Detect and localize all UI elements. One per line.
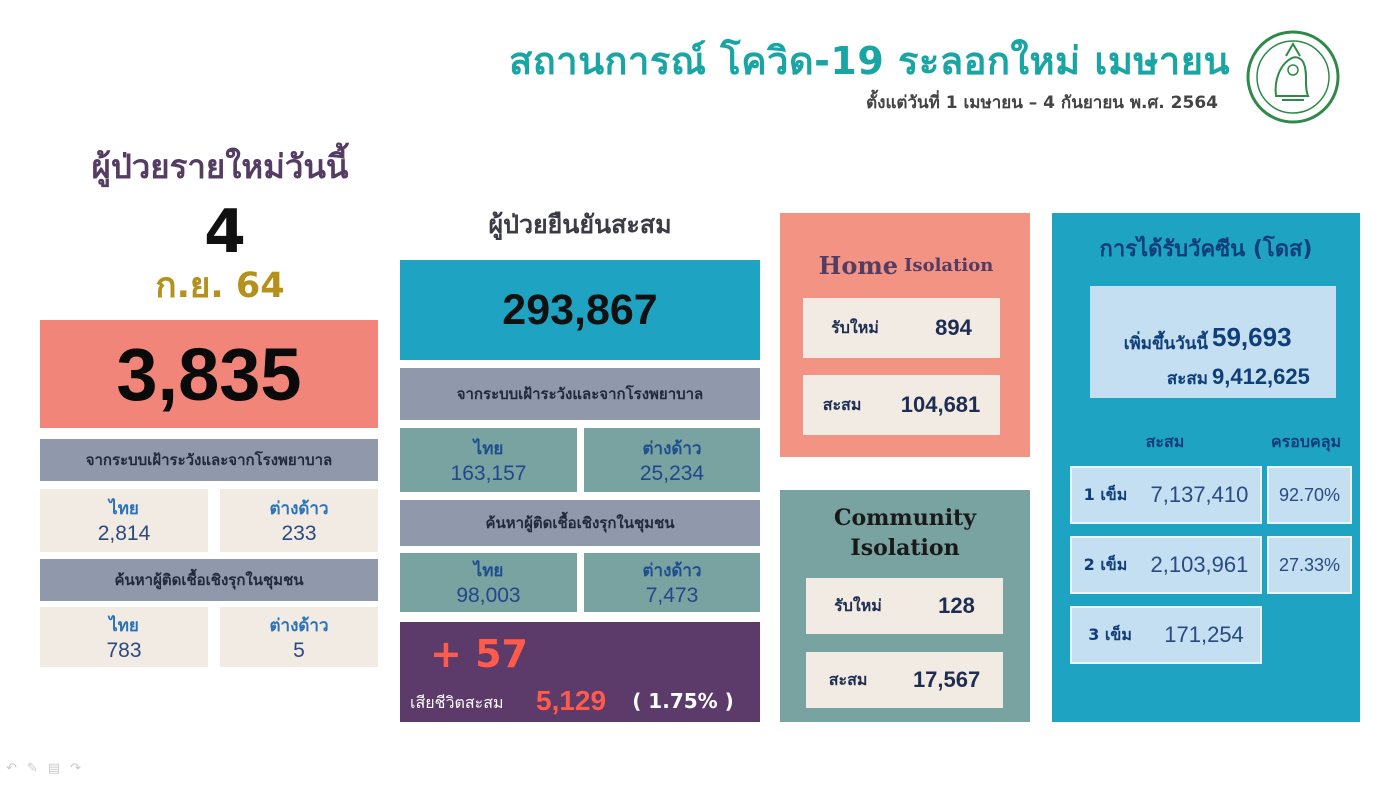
today-surveillance-label: จากระบบเฝ้าระวังและจากโรงพยาบาล [40,439,378,481]
deaths-panel [400,622,760,722]
foreign-value: 25,234 [639,461,705,485]
dose-1-coverage: 92.70% [1267,466,1352,524]
dose-2-row: 2 เข็ม 2,103,961 [1070,536,1262,594]
bangkok-emblem-icon [1246,30,1340,124]
community-new-label: รับใหม่ [834,595,882,615]
thai-value: 2,814 [97,522,151,545]
community-total-box: สะสม 17,567 [806,652,1003,708]
home-total-box: สะสม 104,681 [803,375,1000,435]
vaccination-title: การได้รับวัคซีน (โดส) [1099,236,1313,262]
slide-back-icon[interactable]: ↶ [6,760,17,776]
foreign-label: ต่างด้าว [269,499,329,519]
thai-value: 98,003 [456,584,521,607]
slide-forward-icon[interactable]: ↷ [70,760,82,776]
community-new-box: รับใหม่ 128 [806,578,1003,634]
home-total-value: 104,681 [900,392,981,417]
dose-value: 171,254 [1164,622,1244,647]
vaccination-total-value: 9,412,625 [1212,364,1310,389]
deaths-new: + 57 [430,632,528,676]
foreign-label: ต่างด้าว [642,438,702,459]
cumulative-surveillance-label: จากระบบเฝ้าระวังและจากโรงพยาบาล [400,368,760,420]
thai-label: ไทย [473,561,504,581]
vaccination-summary-box [1090,286,1336,398]
community-total-label: สะสม [828,669,868,689]
dose-1-row: 1 เข็ม 7,137,410 [1070,466,1262,524]
today-surveillance-foreign: ต่างด้าว 233 [220,489,378,552]
today-community-foreign: ต่างด้าว 5 [220,607,378,667]
pen-icon[interactable]: ✎ [26,760,38,776]
home-total-label: สะสม [822,394,862,414]
date-range: ตั้งแต่วันที่ 1 เมษายน – 4 กันยายน พ.ศ. … [866,92,1218,113]
today-community-label: ค้นหาผู้ติดเชื้อเชิงรุกในชุมชน [40,559,378,601]
dose-value: 2,103,961 [1150,552,1249,577]
home-isolation-title: Home Isolation [796,246,1016,284]
today-day: 4 [204,197,246,267]
deaths-label: เสียชีวิตสะสม [410,692,504,712]
thai-label: ไทย [109,499,139,519]
today-month: ก.ย. 64 [155,265,285,306]
vaccination-col-coverage: ครอบคลุม [1270,431,1342,451]
home-new-value: 894 [935,315,972,340]
thai-value: 163,157 [450,461,527,485]
dose-label: 1 เข็ม [1083,484,1128,504]
cumulative-surveillance-foreign: ต่างด้าว 25,234 [584,428,760,492]
vaccination-total-label: สะสม [1166,368,1208,389]
cumulative-heading: ผู้ป่วยยืนยันสะสม [488,210,672,239]
thai-value: 783 [106,638,142,662]
cumulative-community-foreign: ต่างด้าว 7,473 [584,553,760,612]
dose-value: 7,137,410 [1150,482,1249,507]
home-title-small: Isolation [904,254,994,276]
home-new-label: รับใหม่ [831,317,879,337]
foreign-label: ต่างด้าว [269,615,329,636]
foreign-label: ต่างด้าว [642,561,702,581]
menu-icon[interactable]: ▤ [47,760,61,776]
cumulative-community-thai: ไทย 98,003 [400,553,577,612]
cumulative-surveillance-thai: ไทย 163,157 [400,428,577,492]
foreign-value: 5 [293,638,305,662]
foreign-value: 7,473 [645,584,699,607]
thai-label: ไทย [109,615,139,636]
vaccination-today-value: 59,693 [1212,321,1292,352]
community-new-value: 128 [938,593,975,618]
cumulative-total: 293,867 [400,260,760,360]
today-heading: ผู้ป่วยรายใหม่วันนี้ [91,146,349,186]
slide-toolbar: ↶ ✎ ▤ ↷ [6,758,126,778]
deaths-total: 5,129 [536,685,607,716]
page-title: สถานการณ์ โควิด-19 ระลอกใหม่ เมษายน [509,38,1230,83]
vaccination-col-cumulative: สะสม [1145,431,1185,451]
today-surveillance-thai: ไทย 2,814 [40,489,208,552]
today-new-cases: 3,835 [40,320,378,428]
dose-label: 2 เข็ม [1083,554,1128,574]
community-title-line1: Community [833,505,977,532]
dose-2-coverage: 27.33% [1267,536,1352,594]
home-new-box: รับใหม่ 894 [803,298,1000,358]
vaccination-today-label: เพิ่มขึ้นวันนี้ [1123,333,1208,354]
thai-label: ไทย [473,438,504,459]
dose-label: 3 เข็ม [1088,624,1132,644]
dose-3-row: 3 เข็ม 171,254 [1070,606,1262,664]
foreign-value: 233 [281,522,317,545]
community-isolation-title: Community Isolation [790,500,1020,568]
community-title-line2: Isolation [850,535,960,561]
cumulative-community-label: ค้นหาผู้ติดเชื้อเชิงรุกในชุมชน [400,500,760,546]
deaths-percent: ( 1.75% ) [632,689,734,713]
home-title-big: Home [818,250,899,280]
today-community-thai: ไทย 783 [40,607,208,667]
community-total-value: 17,567 [912,667,981,692]
